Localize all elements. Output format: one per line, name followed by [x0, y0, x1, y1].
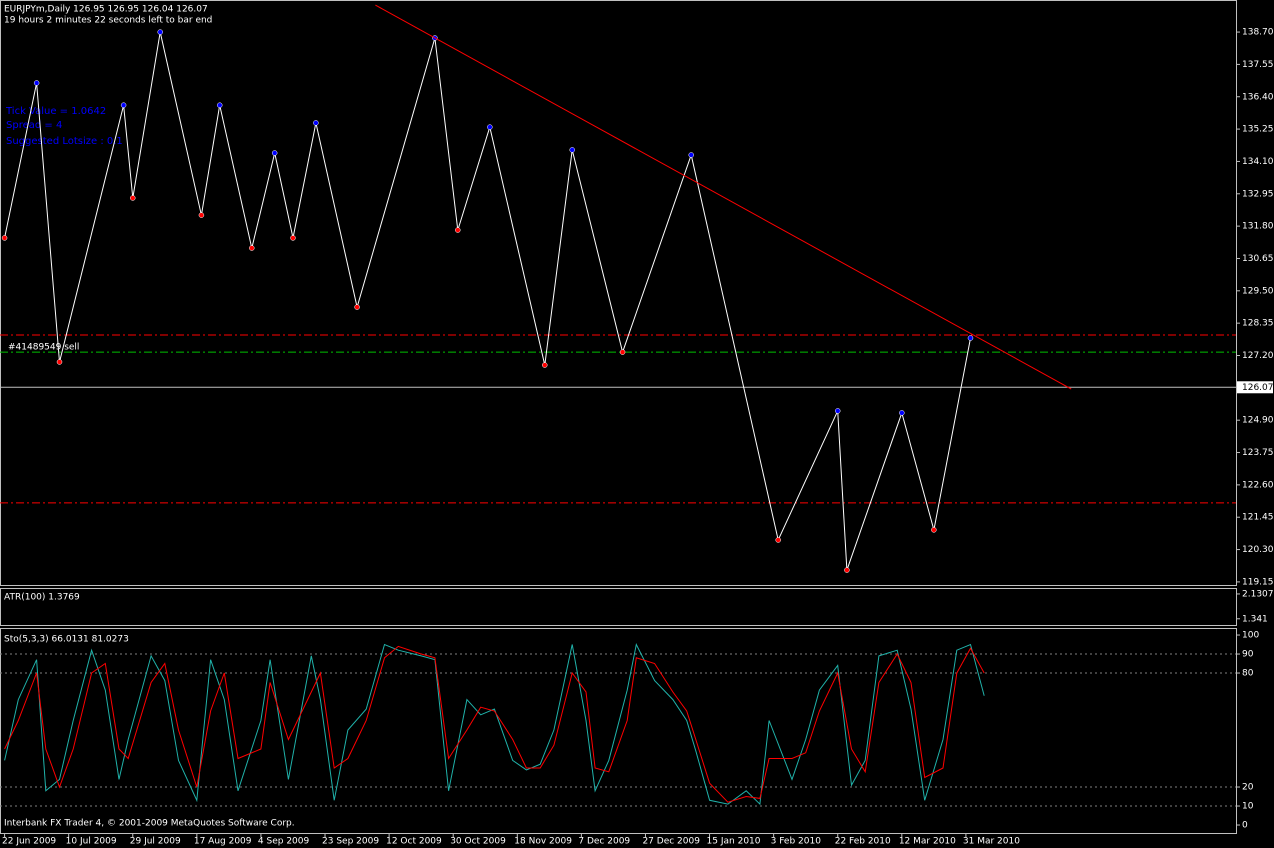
y-tick-label: 128.35 [1242, 319, 1274, 329]
swing-marker [455, 227, 461, 233]
x-tick-label: 12 Mar 2010 [899, 837, 956, 847]
chart-title: EURJPYm,Daily 126.95 126.95 126.04 126.0… [4, 5, 208, 15]
x-tick-label: 17 Aug 2009 [194, 837, 252, 847]
y-tick-label: 10 [1242, 802, 1254, 812]
y-tick-label: 20 [1242, 783, 1254, 793]
x-tick-label: 15 Jan 2010 [707, 837, 761, 847]
info-text: Spread = 4 [6, 120, 62, 131]
swing-marker [542, 362, 548, 368]
y-tick-label: 138.70 [1242, 28, 1274, 38]
swing-marker [198, 212, 205, 218]
y-tick-label: 90 [1242, 650, 1254, 660]
y-tick-label: 2.1307 [1242, 589, 1274, 599]
y-tick-label: 122.60 [1242, 480, 1274, 490]
y-tick-label: 129.50 [1242, 286, 1274, 296]
y-tick-label: 131.80 [1242, 222, 1274, 232]
y-tick-label: 121.45 [1242, 513, 1274, 523]
order-label: #41489549 sell [8, 343, 79, 353]
swing-marker [56, 359, 63, 365]
y-tick-label: 136.40 [1242, 92, 1274, 102]
swing-marker [775, 537, 781, 543]
y-tick-label: 130.65 [1242, 254, 1274, 264]
x-tick-label: 23 Sep 2009 [322, 837, 379, 847]
stoch-title: Sto(5,3,3) 66.0131 81.0273 [4, 635, 129, 645]
last-price-label: 126.07 [1242, 383, 1274, 393]
y-tick-label: 124.90 [1242, 416, 1274, 426]
swing-marker [931, 527, 937, 533]
swing-marker [569, 147, 575, 153]
x-tick-label: 3 Feb 2010 [771, 837, 822, 847]
x-tick-label: 30 Oct 2009 [450, 837, 506, 847]
swing-marker [844, 567, 850, 573]
atr-title: ATR(100) 1.3769 [4, 593, 80, 603]
swing-marker [834, 408, 841, 414]
series-line [4, 642, 985, 806]
bar-timer: 19 hours 2 minutes 22 seconds left to ba… [4, 16, 212, 26]
x-tick-label: 18 Nov 2009 [514, 837, 572, 847]
y-tick-label: 100 [1242, 631, 1259, 641]
info-text: Suggested Lotsize : 0.1 [6, 136, 123, 147]
last-price-box [1237, 381, 1273, 394]
swing-marker [290, 235, 296, 241]
x-tick-label: 22 Jun 2009 [2, 837, 56, 847]
swing-marker [354, 304, 360, 310]
y-tick-label: 0 [1242, 821, 1248, 831]
info-text: Tick Value = 1.0642 [5, 106, 106, 117]
series-line [4, 31, 971, 571]
swing-marker [1, 235, 8, 241]
copyright: Interbank FX Trader 4, © 2001-2009 MetaQ… [4, 819, 295, 829]
swing-marker [33, 80, 40, 86]
x-tick-label: 4 Sep 2009 [258, 837, 310, 847]
series-line [4, 645, 985, 803]
x-tick-label: 29 Jul 2009 [130, 837, 181, 847]
y-tick-label: 120.30 [1242, 545, 1274, 555]
swing-marker [249, 245, 255, 251]
swing-marker [967, 335, 974, 341]
y-tick-label: 80 [1242, 669, 1254, 679]
y-tick-label: 135.25 [1242, 125, 1274, 135]
swing-marker [487, 124, 493, 130]
swing-marker [313, 120, 319, 126]
y-tick-label: 127.20 [1242, 351, 1274, 361]
swing-marker [130, 195, 136, 201]
swing-marker [216, 102, 223, 108]
x-tick-label: 22 Feb 2010 [835, 837, 891, 847]
series-line [375, 4, 1072, 390]
x-tick-label: 12 Oct 2009 [386, 837, 442, 847]
x-tick-label: 27 Dec 2009 [642, 837, 700, 847]
y-tick-label: 1.341 [1242, 614, 1268, 624]
stoch-panel-frame [0, 628, 1237, 834]
swing-marker [271, 150, 278, 156]
swing-marker [688, 152, 694, 158]
y-tick-label: 119.15 [1242, 577, 1274, 587]
x-tick-label: 31 Mar 2010 [963, 837, 1020, 847]
y-tick-label: 137.55 [1242, 60, 1274, 70]
swing-marker [619, 349, 626, 355]
y-tick-label: 123.75 [1242, 448, 1274, 458]
main-panel-frame [0, 0, 1237, 586]
y-tick-label: 134.10 [1242, 157, 1274, 167]
swing-marker [120, 102, 127, 108]
x-tick-label: 7 Dec 2009 [578, 837, 630, 847]
atr-panel-frame [0, 588, 1237, 626]
x-tick-label: 10 Jul 2009 [66, 837, 117, 847]
y-tick-label: 132.95 [1242, 189, 1274, 199]
swing-marker [899, 410, 905, 416]
swing-marker [157, 29, 163, 35]
